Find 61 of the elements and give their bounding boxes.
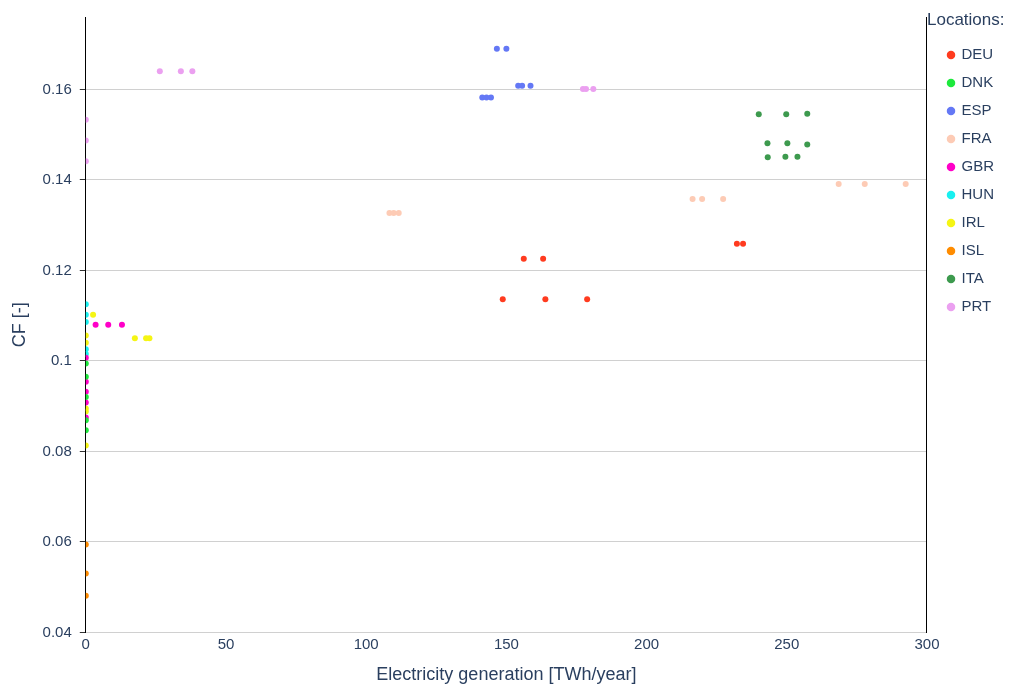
point <box>733 240 740 247</box>
y-tick-label: 0.08 <box>42 441 72 459</box>
point <box>804 141 811 148</box>
x-axis-title: Electricity generation [TWh/year] <box>376 664 637 685</box>
point <box>499 296 506 303</box>
legend-title: Locations: <box>927 10 1005 30</box>
x-tick-label: 50 <box>217 634 235 652</box>
point <box>720 195 727 202</box>
point <box>583 85 590 92</box>
legend-label: ESP <box>961 101 992 119</box>
legend-label: ITA <box>961 269 984 287</box>
point <box>861 180 868 187</box>
point <box>189 68 196 75</box>
legend-label: IRL <box>961 213 985 231</box>
point <box>782 153 789 160</box>
point <box>487 94 494 101</box>
point <box>177 68 184 75</box>
y-tick-label: 0.04 <box>42 622 72 640</box>
point <box>804 110 811 117</box>
point <box>590 85 597 92</box>
point <box>542 296 549 303</box>
point <box>520 255 527 262</box>
point <box>783 111 790 118</box>
y-tick-label: 0.16 <box>42 79 72 97</box>
point <box>764 140 771 147</box>
point <box>740 240 747 247</box>
point <box>503 45 510 52</box>
x-tick-label: 0 <box>81 634 90 652</box>
x-tick-label: 200 <box>634 634 660 652</box>
point <box>794 153 801 160</box>
point <box>390 209 397 216</box>
point <box>764 154 771 161</box>
point <box>699 195 706 202</box>
y-tick-label: 0.12 <box>42 260 72 278</box>
point <box>784 140 791 147</box>
point <box>395 209 402 216</box>
point <box>835 180 842 187</box>
point <box>527 82 534 89</box>
point <box>584 296 591 303</box>
legend-label: DNK <box>961 73 994 91</box>
point <box>493 45 500 52</box>
legend-label: GBR <box>961 157 995 175</box>
point <box>540 255 547 262</box>
point <box>902 180 909 187</box>
x-tick-label: 250 <box>774 634 800 652</box>
point <box>755 111 762 118</box>
y-tick-label: 0.14 <box>42 170 72 188</box>
x-tick-label: 100 <box>353 634 379 652</box>
legend-label: FRA <box>961 129 992 147</box>
y-axis-title: CF [-] <box>8 302 29 348</box>
y-tick-label: 0.06 <box>42 532 72 550</box>
legend-label: PRT <box>961 297 992 315</box>
legend-label: DEU <box>961 45 994 63</box>
point <box>519 82 526 89</box>
legend-label: HUN <box>961 185 994 203</box>
legend-label: ISL <box>961 241 985 259</box>
x-tick-label: 300 <box>914 634 940 652</box>
y-tick-label: 0.1 <box>50 351 72 369</box>
point <box>156 68 163 75</box>
point <box>689 195 696 202</box>
x-tick-label: 150 <box>493 634 519 652</box>
